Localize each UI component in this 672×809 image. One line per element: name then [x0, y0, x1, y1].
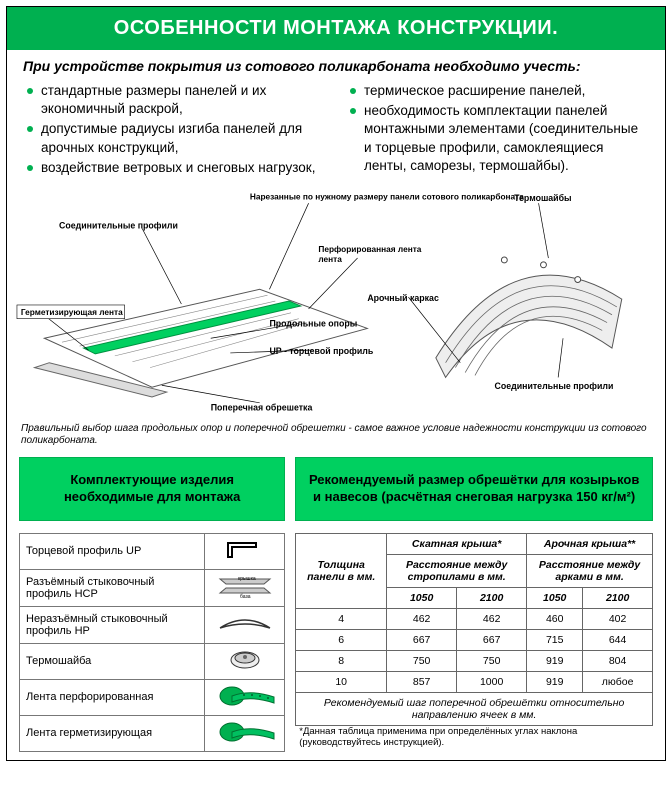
table-row: Лента герметизирующая: [20, 715, 285, 751]
component-name: Лента перфорированная: [20, 679, 205, 715]
hcp-profile-icon: крышка база: [205, 569, 285, 606]
label-joint2: Соединительные профили: [495, 381, 614, 391]
page-title: ОСОБЕННОСТИ МОНТАЖА КОНСТРУКЦИИ.: [7, 7, 665, 50]
sealing-tape-icon: [205, 715, 285, 751]
svg-text:лента: лента: [318, 254, 342, 264]
rec-note: Рекомендуемый шаг поперечной обрешётки о…: [296, 692, 653, 725]
table-row: 10 857 1000 919 любое: [296, 671, 653, 692]
label-perf: Перфорированная лента: [318, 244, 421, 254]
subhead-rafters: Расстояние между стропилами в мм.: [387, 554, 527, 587]
box-components: Комплектующие изделия необходимые для мо…: [19, 457, 285, 521]
thermowasher-icon: [205, 643, 285, 679]
width-cell: 1050: [527, 587, 583, 608]
table-row: Неразъёмный стыковочный профиль HP: [20, 606, 285, 643]
bullets-row: стандартные размеры панелей и их экономи…: [7, 78, 665, 189]
component-name: Торцевой профиль UP: [20, 533, 205, 569]
components-table: Торцевой профиль UP Разъёмный стыковочны…: [19, 533, 285, 752]
table-row: 8 750 750 919 804: [296, 650, 653, 671]
hp-profile-icon: [205, 606, 285, 643]
table-row: Лента перфорированная: [20, 679, 285, 715]
col-thickness: Толщина панели в мм.: [296, 533, 387, 608]
label-long: Продольные опоры: [269, 319, 357, 329]
component-name: Термошайба: [20, 643, 205, 679]
component-name: Неразъёмный стыковочный профиль HP: [20, 606, 205, 643]
subhead-arches: Расстояние между арками в мм.: [527, 554, 653, 587]
label-joint: Соединительные профили: [59, 221, 178, 231]
label-arch: Арочный каркас: [367, 293, 439, 303]
table-row: Торцевой профиль UP: [20, 533, 285, 569]
label-cross: Поперечная обрешетка: [211, 403, 313, 413]
spec-table: Толщина панели в мм. Скатная крыша* Ароч…: [295, 533, 653, 726]
perforated-tape-icon: [205, 679, 285, 715]
intro-text: При устройстве покрытия из сотового поли…: [7, 50, 665, 78]
tables-row: Торцевой профиль UP Разъёмный стыковочны…: [7, 533, 665, 760]
up-profile-icon: [205, 533, 285, 569]
assembly-diagram: Нарезанные по нужному размеру панели сот…: [15, 189, 657, 419]
info-boxes: Комплектующие изделия необходимые для мо…: [7, 457, 665, 533]
width-cell: 2100: [457, 587, 527, 608]
svg-text:крышка: крышка: [238, 576, 256, 582]
component-name: Разъёмный стыковочный профиль HCP: [20, 569, 205, 606]
table-row: Термошайба: [20, 643, 285, 679]
bullet-item: воздействие ветровых и снеговых нагрузок…: [23, 159, 326, 177]
spec-table-wrap: Толщина панели в мм. Скатная крыша* Ароч…: [295, 533, 653, 748]
footnotes: *Данная таблица применима при определённ…: [295, 726, 653, 748]
diagram-caption: Правильный выбор шага продольных опор и …: [7, 419, 665, 457]
table-row: Разъёмный стыковочный профиль HCP крышка…: [20, 569, 285, 606]
width-cell: 1050: [387, 587, 457, 608]
label-panels: Нарезанные по нужному размеру панели сот…: [250, 191, 524, 201]
bullets-right: термическое расширение панелей, необходи…: [346, 82, 649, 179]
bullet-item: стандартные размеры панелей и их экономи…: [23, 82, 326, 118]
label-up: UP - торцевой профиль: [269, 346, 373, 356]
bullet-item: необходимость комплектации панелей монта…: [346, 102, 649, 175]
bullet-item: термическое расширение панелей,: [346, 82, 649, 100]
label-seal: Герметизирующая лента: [21, 307, 123, 317]
page: ОСОБЕННОСТИ МОНТАЖА КОНСТРУКЦИИ. При уст…: [6, 6, 666, 761]
component-name: Лента герметизирующая: [20, 715, 205, 751]
svg-text:база: база: [240, 594, 251, 599]
width-cell: 2100: [583, 587, 653, 608]
bullet-item: допустимые радиусы изгиба панелей для ар…: [23, 120, 326, 156]
box-recommended: Рекомендуемый размер обрешётки для козыр…: [295, 457, 653, 521]
table-row: 6 667 667 715 644: [296, 629, 653, 650]
bullets-left: стандартные размеры панелей и их экономи…: [23, 82, 326, 179]
col-arched: Арочная крыша**: [527, 533, 653, 554]
footnote: *Данная таблица применима при определённ…: [299, 726, 653, 737]
arched-panel-icon: [436, 257, 622, 377]
footnote: (руководствуйтесь инструкцией).: [299, 737, 653, 748]
col-pitched: Скатная крыша*: [387, 533, 527, 554]
table-row: 4 462 462 460 402: [296, 608, 653, 629]
label-thermo: Термошайбы: [514, 193, 571, 203]
